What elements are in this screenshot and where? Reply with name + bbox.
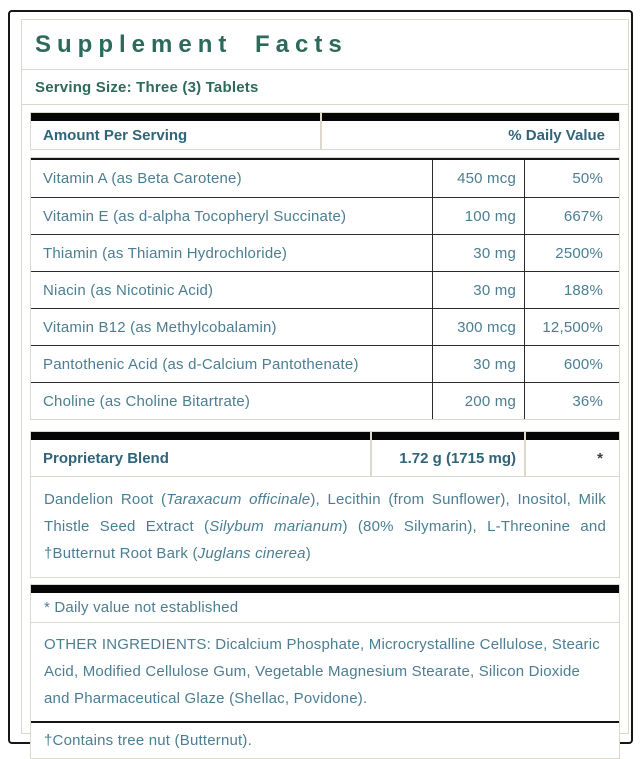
proprietary-blend-amount: 1.72 g (1715 mg) bbox=[372, 432, 524, 476]
nutrient-dv: 50% bbox=[524, 160, 619, 197]
label-container: Supplement Facts Serving Size: Three (3)… bbox=[21, 19, 629, 759]
description-text: ), Lecithin (from Sunflower), Inositol, … bbox=[44, 491, 606, 535]
nutrient-name: Pantothenic Acid (as d-Calcium Pantothen… bbox=[43, 355, 359, 373]
proprietary-blend-name: Proprietary Blend bbox=[31, 432, 370, 476]
daily-value-footnote: * Daily value not established bbox=[31, 593, 619, 623]
nutrient-dv: 2500% bbox=[524, 235, 619, 271]
nutrient-row: Vitamin B12 (as Methylcobalamin) 300 mcg 1… bbox=[31, 308, 619, 345]
nutrient-amount: 30 mg bbox=[432, 272, 524, 308]
footnotes-divider-bar bbox=[31, 585, 619, 593]
nutrient-name: Choline (as Choline Bitartrate) bbox=[43, 392, 251, 410]
nutrient-dv: 600% bbox=[524, 346, 619, 382]
nutrient-dv: 36% bbox=[524, 383, 619, 419]
table-header: Amount Per Serving % Daily Value bbox=[30, 112, 620, 150]
serving-size-text: Serving Size: Three (3) Tablets bbox=[35, 78, 259, 96]
nutrient-name: Niacin (as Nicotinic Acid) bbox=[43, 281, 214, 299]
daily-value-header: % Daily Value bbox=[322, 113, 619, 149]
proprietary-blend-dv-asterisk: * bbox=[526, 432, 619, 476]
nutrient-amount: 30 mg bbox=[432, 235, 524, 271]
nutrient-name: Vitamin A (as Beta Carotene) bbox=[43, 170, 242, 187]
nutrient-amount: 30 mg bbox=[432, 346, 524, 382]
serving-size-row: Serving Size: Three (3) Tablets bbox=[22, 70, 628, 105]
footnotes-section: * Daily value not established OTHER INGR… bbox=[30, 584, 620, 759]
other-ingredients-text: OTHER INGREDIENTS: Dicalcium Phosphate, … bbox=[31, 623, 619, 723]
nutrient-dv: 188% bbox=[524, 272, 619, 308]
nutrient-row: Vitamin E (as d-alpha Tocopheryl Succina… bbox=[31, 197, 619, 234]
description-text: Dandelion Root ( bbox=[44, 491, 167, 508]
nutrient-name: Vitamin E (as d-alpha Tocopheryl Succina… bbox=[43, 207, 347, 225]
botanical-name-italic: Taraxacum officinale bbox=[166, 491, 311, 508]
nutrient-name: Vitamin B12 (as Methylcobalamin) bbox=[43, 318, 277, 336]
description-text: ) bbox=[305, 545, 311, 562]
nutrient-name: Thiamin (as Thiamin Hydrochloride) bbox=[43, 244, 288, 262]
nutrient-amount: 100 mg bbox=[432, 198, 524, 234]
nutrient-dv: 12,500% bbox=[524, 309, 619, 345]
nutrient-row: Thiamin (as Thiamin Hydrochloride) 30 mg 2… bbox=[31, 234, 619, 271]
nutrient-amount: 450 mcg bbox=[432, 160, 524, 197]
nutrient-row: Pantothenic Acid (as d-Calcium Pantothen… bbox=[31, 345, 619, 382]
title-row: Supplement Facts bbox=[22, 20, 628, 70]
nutrient-table: Vitamin A (as Beta Carotene) 450 mcg 50% Vi… bbox=[30, 157, 620, 420]
proprietary-blend-section: Proprietary Blend 1.72 g (1715 mg) * Dan… bbox=[30, 431, 620, 578]
amount-per-serving-header: Amount Per Serving bbox=[31, 113, 320, 149]
nutrient-dv: 667% bbox=[524, 198, 619, 234]
nutrient-amount: 200 mg bbox=[432, 383, 524, 419]
botanical-name-italic: Silybum marianum bbox=[209, 518, 343, 535]
nutrient-row: Niacin (as Nicotinic Acid) 30 mg 188% bbox=[31, 271, 619, 308]
proprietary-blend-header: Proprietary Blend 1.72 g (1715 mg) * bbox=[31, 432, 619, 476]
page-title: Supplement Facts bbox=[35, 30, 348, 58]
botanical-name-italic: Juglans cinerea bbox=[197, 545, 306, 562]
nutrient-amount: 300 mcg bbox=[432, 309, 524, 345]
nutrient-rows: Vitamin A (as Beta Carotene) 450 mcg 50% Vi… bbox=[31, 158, 619, 419]
proprietary-description: Dandelion Root (Taraxacum officinale), L… bbox=[31, 476, 619, 577]
nutrient-row: Choline (as Choline Bitartrate) 200 mg 36% bbox=[31, 382, 619, 419]
allergen-note: †Contains tree nut (Butternut). bbox=[44, 732, 252, 749]
description-text: ) (80% Silymarin), L-Threonine and †Butt… bbox=[44, 518, 606, 562]
nutrient-row: Vitamin A (as Beta Carotene) 450 mcg 50% bbox=[31, 160, 619, 197]
supplement-facts-label: Supplement Facts Serving Size: Three (3)… bbox=[8, 10, 633, 759]
